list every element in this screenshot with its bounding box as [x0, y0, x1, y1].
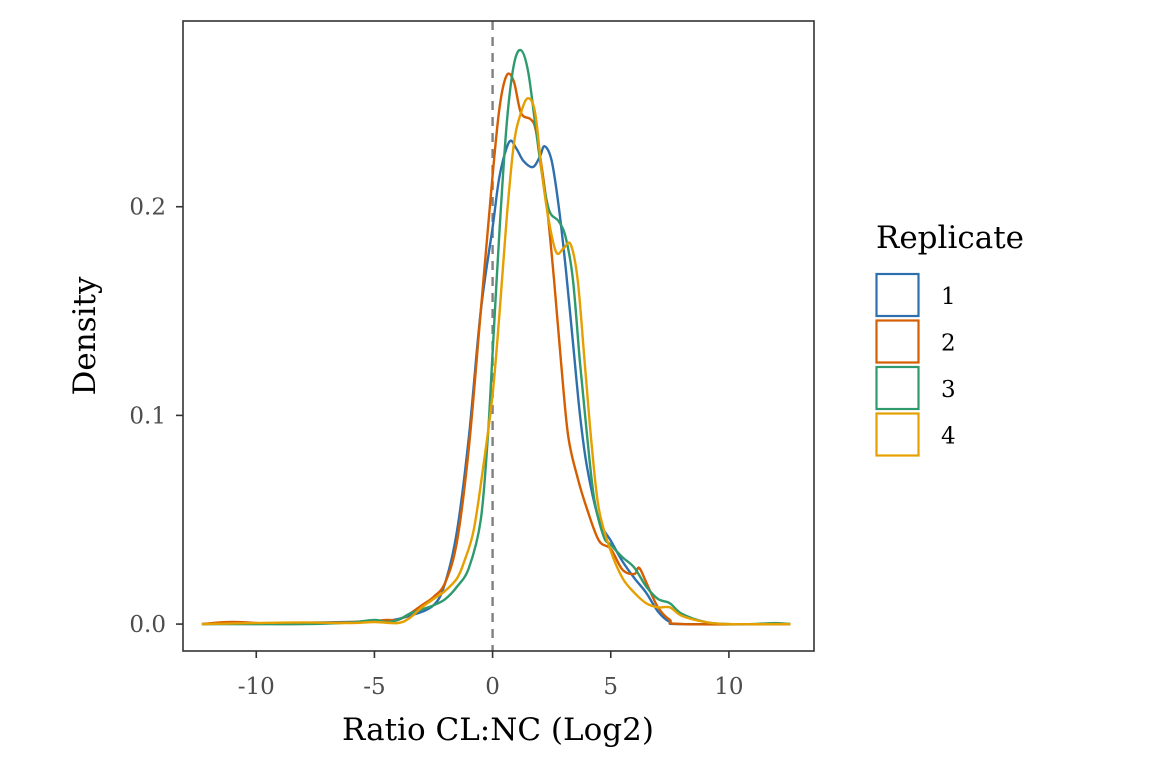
x-tick-label: 5 — [603, 674, 618, 700]
density-line-replicate-4 — [201, 97, 791, 626]
legend-label-replicate-4: 4 — [941, 424, 956, 450]
legend-label-replicate-2: 2 — [941, 331, 956, 357]
legend-label-replicate-3: 3 — [941, 377, 956, 403]
legend: Replicate 1 2 3 4 — [875, 220, 1024, 457]
y-tick-label: 0.1 — [129, 403, 166, 429]
plot-area — [182, 20, 815, 652]
y-tick-label: 0.0 — [129, 612, 166, 638]
plot-panel-border — [182, 20, 815, 652]
y-axis: 0.0 0.1 0.2 — [129, 195, 183, 638]
y-tick-label: 0.2 — [129, 195, 166, 221]
x-tick-label: -5 — [363, 674, 385, 700]
x-axis: -10 -5 0 5 10 — [238, 651, 744, 700]
x-tick-label: 10 — [714, 674, 743, 700]
x-axis-title: Ratio CL:NC (Log2) — [342, 712, 654, 748]
x-tick-label: -10 — [238, 674, 275, 700]
y-axis-title: Density — [67, 276, 103, 395]
legend-key-replicate-2 — [875, 319, 920, 364]
legend-label-replicate-1: 1 — [941, 284, 956, 310]
legend-key-replicate-1 — [875, 272, 920, 318]
legend-title: Replicate — [876, 220, 1024, 256]
x-tick-label: 0 — [485, 674, 500, 700]
legend-key-replicate-3 — [875, 365, 920, 411]
legend-key-replicate-4 — [875, 412, 920, 457]
